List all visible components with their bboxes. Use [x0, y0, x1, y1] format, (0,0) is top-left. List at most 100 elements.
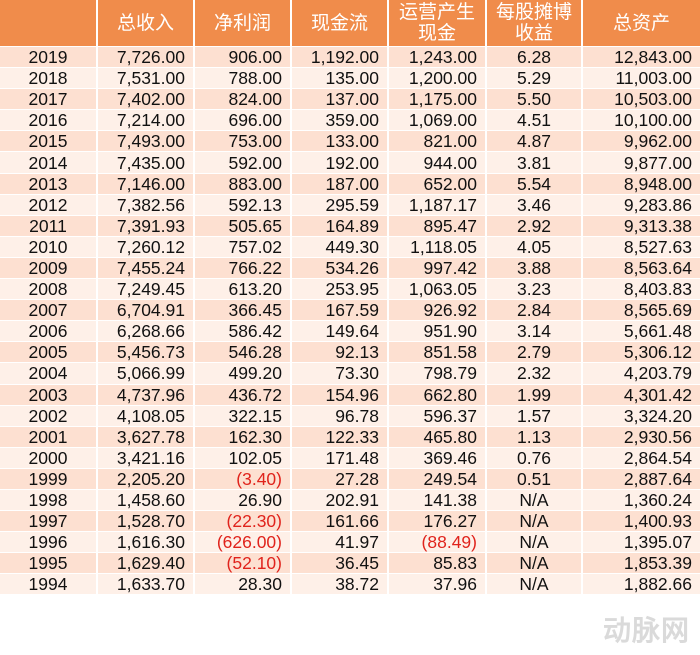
cell-operating-cash: 652.00 [388, 172, 487, 195]
cell-total-assets: 1,882.66 [582, 573, 700, 595]
table-row: 1999 2,205.20 (3.40) 27.28 249.54 0.51 2,887.6… [0, 467, 700, 490]
cell-operating-cash: 926.92 [388, 299, 487, 321]
cell-cash-flow: 92.13 [291, 341, 389, 363]
table-row: 1994 1,633.70 28.30 38.72 37.96 N/A 1,882.66 [0, 573, 700, 595]
cell-eps: 5.50 [486, 88, 583, 110]
cell-operating-cash: 821.00 [388, 130, 487, 152]
cell-eps: 0.76 [486, 446, 583, 469]
cell-cash-flow: 449.30 [291, 235, 389, 258]
cell-cash-flow: 96.78 [291, 404, 389, 427]
cell-year: 2006 [0, 320, 98, 342]
cell-total-revenue: 1,633.70 [97, 573, 195, 595]
cell-eps: N/A [486, 531, 583, 553]
cell-eps: 2.79 [486, 341, 583, 363]
cell-total-assets: 4,203.79 [582, 362, 700, 384]
cell-total-assets: 9,283.86 [582, 193, 700, 216]
cell-year: 1995 [0, 552, 98, 574]
cell-total-revenue: 4,108.05 [97, 404, 195, 427]
cell-total-revenue: 1,528.70 [97, 510, 195, 532]
cell-net-profit: 102.05 [194, 446, 292, 469]
cell-total-revenue: 3,421.16 [97, 446, 195, 469]
cell-operating-cash: 465.80 [388, 425, 487, 448]
cell-net-profit: 696.00 [194, 109, 292, 131]
cell-operating-cash: 1,175.00 [388, 88, 487, 110]
cell-eps: 5.54 [486, 172, 583, 195]
cell-total-revenue: 6,268.66 [97, 320, 195, 342]
table-row: 2000 3,421.16 102.05 171.48 369.46 0.76 2,864.… [0, 446, 700, 469]
cell-year: 2008 [0, 278, 98, 300]
cell-cash-flow: 27.28 [291, 467, 389, 490]
cell-year: 1998 [0, 488, 98, 511]
cell-operating-cash: 895.47 [388, 214, 487, 237]
cell-net-profit: 366.45 [194, 299, 292, 321]
cell-total-assets: 2,930.56 [582, 425, 700, 448]
header-total-revenue: 总收入 [97, 0, 195, 47]
watermark-logo: 动脉网 [602, 615, 690, 646]
cell-total-revenue: 4,737.96 [97, 383, 195, 406]
cell-total-assets: 10,100.00 [582, 109, 700, 131]
cell-total-revenue: 7,214.00 [97, 109, 195, 131]
cell-cash-flow: 164.89 [291, 214, 389, 237]
header-total-assets: 总资产 [582, 0, 700, 47]
cell-year: 2002 [0, 404, 98, 427]
cell-operating-cash: 662.80 [388, 383, 487, 406]
cell-total-assets: 2,864.54 [582, 446, 700, 469]
financial-table: 总收入 净利润 现金流 运营产生 现金 每股摊博 收益 总资产 2019 7,726.… [0, 0, 700, 595]
cell-net-profit: 322.15 [194, 404, 292, 427]
cell-net-profit: 436.72 [194, 383, 292, 406]
cell-operating-cash: 249.54 [388, 467, 487, 490]
table-row: 1997 1,528.70 (22.30) 161.66 176.27 N/A 1,400.… [0, 510, 700, 532]
table-row: 2001 3,627.78 162.30 122.33 465.80 1.13 2,930.… [0, 425, 700, 448]
cell-total-assets: 9,962.00 [582, 130, 700, 152]
cell-cash-flow: 41.97 [291, 531, 389, 553]
cell-cash-flow: 149.64 [291, 320, 389, 342]
cell-eps: 3.23 [486, 278, 583, 300]
cell-cash-flow: 137.00 [291, 88, 389, 110]
table-row: 2011 7,391.93 505.65 164.89 895.47 2.92 9,313.… [0, 214, 700, 237]
cell-year: 2010 [0, 235, 98, 258]
cell-total-revenue: 7,726.00 [97, 45, 195, 68]
cell-year: 2015 [0, 130, 98, 152]
cell-net-profit: 788.00 [194, 67, 292, 89]
cell-eps: 1.13 [486, 425, 583, 448]
cell-net-profit: 824.00 [194, 88, 292, 110]
cell-net-profit: 906.00 [194, 45, 292, 68]
cell-cash-flow: 133.00 [291, 130, 389, 152]
cell-operating-cash: 1,200.00 [388, 67, 487, 89]
cell-total-assets: 1,853.39 [582, 552, 700, 574]
cell-total-assets: 5,306.12 [582, 341, 700, 363]
cell-cash-flow: 167.59 [291, 299, 389, 321]
table-row: 2016 7,214.00 696.00 359.00 1,069.00 4.51 10,1… [0, 109, 700, 131]
cell-net-profit: (626.00) [194, 531, 292, 553]
cell-total-revenue: 7,402.00 [97, 88, 195, 110]
cell-year: 2009 [0, 256, 98, 279]
table-row: 1996 1,616.30 (626.00) 41.97 (88.49) N/A 1,395… [0, 531, 700, 553]
cell-eps: 2.92 [486, 214, 583, 237]
table-row: 2006 6,268.66 586.42 149.64 951.90 3.14 5,661.… [0, 320, 700, 342]
cell-operating-cash: 1,243.00 [388, 45, 487, 68]
cell-total-assets: 4,301.42 [582, 383, 700, 406]
header-operating-cash: 运营产生 现金 [388, 0, 487, 47]
cell-eps: 3.46 [486, 193, 583, 216]
cell-total-assets: 1,395.07 [582, 531, 700, 553]
header-cash-flow: 现金流 [291, 0, 389, 47]
cell-cash-flow: 135.00 [291, 67, 389, 89]
cell-year: 2016 [0, 109, 98, 131]
cell-net-profit: 766.22 [194, 256, 292, 279]
cell-eps: 4.05 [486, 235, 583, 258]
cell-net-profit: (22.30) [194, 510, 292, 532]
cell-eps: 3.88 [486, 256, 583, 279]
cell-year: 2014 [0, 151, 98, 174]
cell-year: 2007 [0, 299, 98, 321]
cell-total-assets: 9,877.00 [582, 151, 700, 174]
table-row: 2015 7,493.00 753.00 133.00 821.00 4.87 9,962.… [0, 130, 700, 152]
cell-year: 1996 [0, 531, 98, 553]
cell-eps: N/A [486, 573, 583, 595]
table-row: 2009 7,455.24 766.22 534.26 997.42 3.88 8,563.… [0, 256, 700, 279]
table-row: 2012 7,382.56 592.13 295.59 1,187.17 3.46 9,28… [0, 193, 700, 216]
cell-eps: N/A [486, 510, 583, 532]
cell-cash-flow: 73.30 [291, 362, 389, 384]
cell-net-profit: 505.65 [194, 214, 292, 237]
cell-net-profit: 592.13 [194, 193, 292, 216]
table-row: 2005 5,456.73 546.28 92.13 851.58 2.79 5,306.1… [0, 341, 700, 363]
